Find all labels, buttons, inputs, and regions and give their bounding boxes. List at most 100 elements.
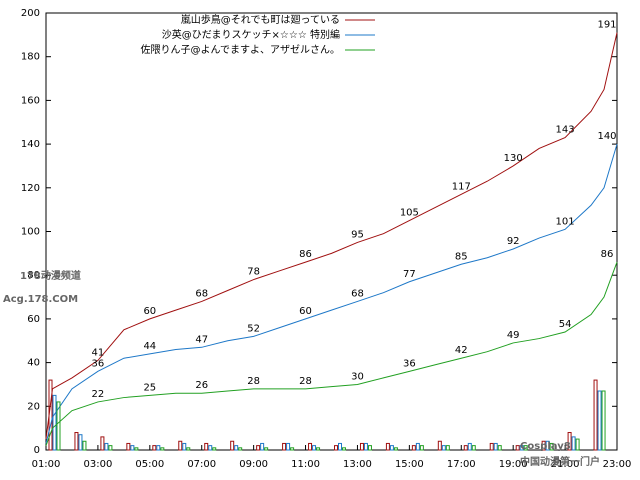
- histogram-bar: [204, 442, 209, 451]
- histogram-bar: [445, 445, 450, 451]
- histogram-bar: [601, 390, 606, 451]
- histogram-bar: [130, 445, 135, 451]
- data-label: 28: [299, 376, 312, 387]
- histogram-bar: [182, 442, 187, 451]
- data-label: 36: [403, 358, 416, 369]
- histogram-bar: [230, 440, 235, 451]
- data-label: 68: [351, 288, 364, 299]
- histogram-bar: [393, 447, 398, 451]
- data-label: 25: [143, 382, 156, 393]
- histogram-bar: [264, 447, 269, 451]
- histogram-bar: [441, 445, 446, 451]
- x-tick-label: 21:00: [551, 459, 580, 470]
- y-tick-label: 60: [27, 314, 40, 325]
- histogram-bar: [545, 440, 550, 451]
- histogram-bar: [186, 447, 191, 451]
- histogram-bar: [419, 445, 424, 451]
- data-label: 52: [247, 323, 260, 334]
- histogram-bar: [367, 445, 372, 451]
- histogram-bar: [178, 440, 183, 451]
- histogram-bar: [134, 447, 139, 451]
- histogram-bar: [497, 445, 502, 451]
- data-label: 143: [556, 125, 575, 136]
- histogram-bar: [575, 438, 580, 451]
- watermark: Cosplay8: [520, 441, 571, 452]
- histogram-bar: [260, 442, 265, 451]
- x-tick-label: 11:00: [291, 459, 320, 470]
- series-line: [45, 32, 618, 440]
- histogram-bar: [312, 445, 317, 451]
- plot-frame: [45, 12, 618, 451]
- histogram-bar: [212, 447, 217, 451]
- histogram-bar: [385, 442, 390, 451]
- data-label: 28: [247, 376, 260, 387]
- histogram-bar: [52, 394, 57, 451]
- legend-label: 沙英@ひだまりスケッチ×☆☆☆ 特別編: [162, 28, 340, 41]
- histogram-bar: [286, 442, 291, 451]
- data-label: 26: [195, 380, 208, 391]
- histogram-bar: [541, 440, 546, 451]
- histogram-bar: [389, 445, 394, 451]
- data-label: 60: [143, 306, 156, 317]
- data-label: 68: [195, 288, 208, 299]
- data-label: 42: [455, 345, 468, 356]
- histogram-bar: [82, 440, 87, 451]
- histogram-bar: [108, 445, 113, 451]
- data-label: 105: [400, 208, 419, 219]
- x-tick-label: 15:00: [395, 459, 424, 470]
- x-tick-label: 01:00: [32, 459, 61, 470]
- data-label: 92: [507, 236, 520, 247]
- data-label: 54: [559, 319, 572, 330]
- series-line: [45, 261, 618, 446]
- histogram-bar: [523, 445, 528, 451]
- x-tick-label: 05:00: [135, 459, 164, 470]
- histogram-bar: [308, 442, 313, 451]
- y-tick-label: 140: [21, 139, 40, 150]
- data-label: 30: [351, 371, 364, 382]
- histogram-bar: [256, 445, 261, 451]
- histogram-bar: [571, 436, 576, 451]
- data-label: 140: [597, 131, 616, 142]
- data-label: 77: [403, 269, 416, 280]
- histogram-bar: [56, 401, 61, 451]
- histogram-bar: [437, 440, 442, 451]
- y-tick-label: 0: [34, 445, 40, 456]
- histogram-bar: [363, 442, 368, 451]
- x-tick-label: 23:00: [603, 459, 632, 470]
- histogram-bar: [467, 442, 472, 451]
- y-tick-label: 180: [21, 52, 40, 63]
- histogram-bar: [359, 442, 364, 451]
- data-label: 44: [143, 341, 156, 352]
- histogram-bar: [104, 442, 109, 451]
- data-label: 36: [92, 358, 105, 369]
- data-label: 117: [452, 181, 471, 192]
- histogram-bar: [126, 442, 131, 451]
- y-tick-label: 160: [21, 95, 40, 106]
- histogram-bar: [489, 442, 494, 451]
- histogram-bar: [519, 445, 524, 451]
- legend-label: 嵐山歩鳥@それでも町は廻っている: [181, 13, 340, 26]
- histogram-bar: [290, 447, 295, 451]
- histogram-bar: [208, 445, 213, 451]
- watermark: Acg.178.COM: [3, 294, 78, 305]
- histogram-bar: [411, 445, 416, 451]
- data-label: 130: [504, 153, 523, 164]
- data-label: 85: [455, 251, 468, 262]
- histogram-bar: [160, 447, 165, 451]
- x-tick-label: 09:00: [239, 459, 268, 470]
- histogram-bar: [593, 379, 598, 451]
- x-tick-label: 17:00: [447, 459, 476, 470]
- x-tick-label: 03:00: [83, 459, 112, 470]
- data-label: 47: [195, 334, 208, 345]
- histogram-bar: [152, 445, 157, 451]
- histogram-bar: [282, 442, 287, 451]
- data-label: 95: [351, 229, 364, 240]
- histogram-bar: [549, 442, 554, 451]
- histogram-bar: [463, 445, 468, 451]
- data-label: 49: [507, 330, 520, 341]
- histogram-bar: [567, 432, 572, 451]
- data-label: 86: [299, 249, 312, 260]
- histogram-bar: [234, 445, 239, 451]
- histogram-bar: [156, 445, 161, 451]
